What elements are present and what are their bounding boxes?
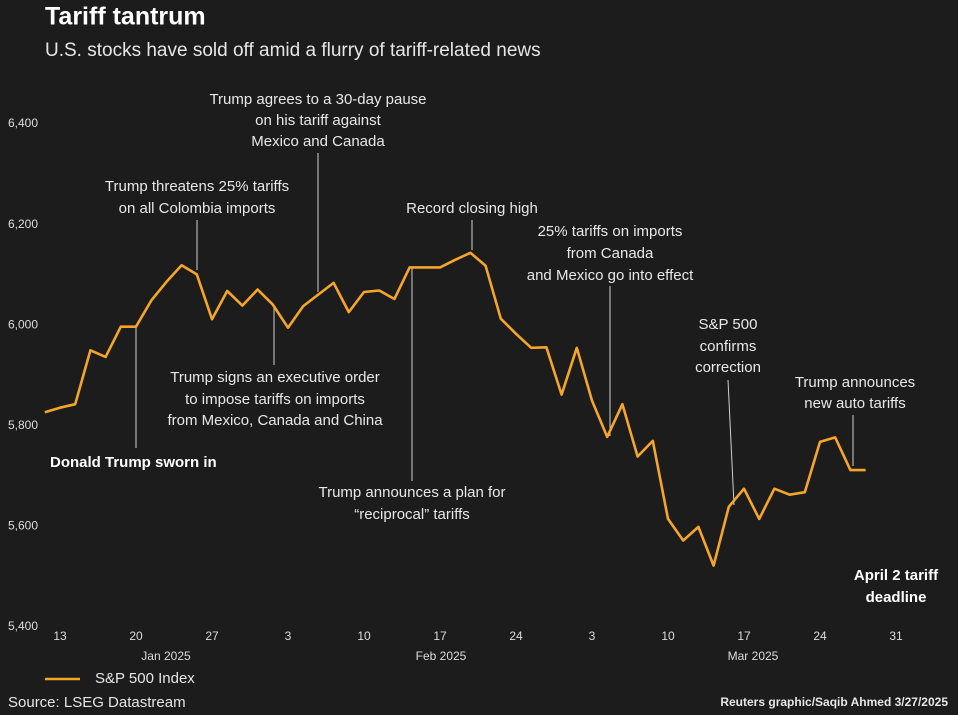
x-tick-label: 17 — [737, 629, 751, 643]
chart-subtitle: U.S. stocks have sold off amid a flurry … — [45, 40, 541, 61]
x-tick-label: 20 — [129, 629, 143, 643]
annotation: Mexico and Canada — [251, 133, 385, 150]
x-group-label: Mar 2025 — [728, 649, 779, 663]
x-tick-label: 24 — [813, 629, 827, 643]
annotation: April 2 tariff — [854, 567, 939, 584]
x-tick-label: 10 — [661, 629, 675, 643]
annotation: deadline — [866, 589, 927, 606]
annotation: new auto tariffs — [804, 395, 905, 412]
credit: Reuters graphic/Saqib Ahmed 3/27/2025 — [720, 695, 948, 709]
y-tick-label: 6,400 — [8, 116, 38, 130]
annotation: and Mexico go into effect — [527, 267, 694, 284]
annotation: 25% tariffs on imports — [538, 223, 683, 240]
legend-label: S&P 500 Index — [95, 670, 195, 687]
y-tick-label: 6,200 — [8, 217, 38, 231]
annotation: on his tariff against — [255, 112, 381, 129]
y-tick-label: 6,000 — [8, 317, 38, 331]
x-tick-label: 24 — [509, 629, 523, 643]
annotation: Trump threatens 25% tariffs — [105, 178, 289, 195]
annotation: S&P 500 — [699, 316, 758, 333]
source: Source: LSEG Datastream — [8, 694, 186, 711]
x-tick-label: 3 — [589, 629, 596, 643]
annotation: from Mexico, Canada and China — [167, 412, 383, 429]
x-group-label: Feb 2025 — [416, 649, 467, 663]
annotation: “reciprocal” tariffs — [354, 506, 470, 523]
x-tick-label: 17 — [433, 629, 447, 643]
x-tick-label: 31 — [889, 629, 903, 643]
annotation: correction — [695, 359, 761, 376]
annotation: Trump agrees to a 30-day pause — [209, 91, 426, 108]
x-tick-label: 13 — [53, 629, 67, 643]
chart-title: Tariff tantrum — [45, 3, 206, 31]
annotation: from Canada — [567, 245, 654, 262]
series-line — [44, 251, 866, 567]
annotation-leader — [727, 379, 735, 506]
x-tick-label: 3 — [285, 629, 292, 643]
annotation: Trump announces — [795, 374, 915, 391]
annotation: Record closing high — [406, 200, 538, 217]
annotation: on all Colombia imports — [119, 200, 276, 217]
annotation: confirms — [700, 338, 757, 355]
y-tick-label: 5,800 — [8, 418, 38, 432]
y-tick-label: 5,400 — [8, 619, 38, 633]
x-group-label: Jan 2025 — [141, 649, 191, 663]
annotation: Donald Trump sworn in — [50, 454, 217, 471]
x-tick-label: 10 — [357, 629, 371, 643]
annotation: to impose tariffs on imports — [185, 391, 365, 408]
x-tick-label: 27 — [205, 629, 219, 643]
y-tick-label: 5,600 — [8, 519, 38, 533]
annotation: Trump announces a plan for — [318, 484, 505, 501]
annotation: Trump signs an executive order — [170, 369, 380, 386]
